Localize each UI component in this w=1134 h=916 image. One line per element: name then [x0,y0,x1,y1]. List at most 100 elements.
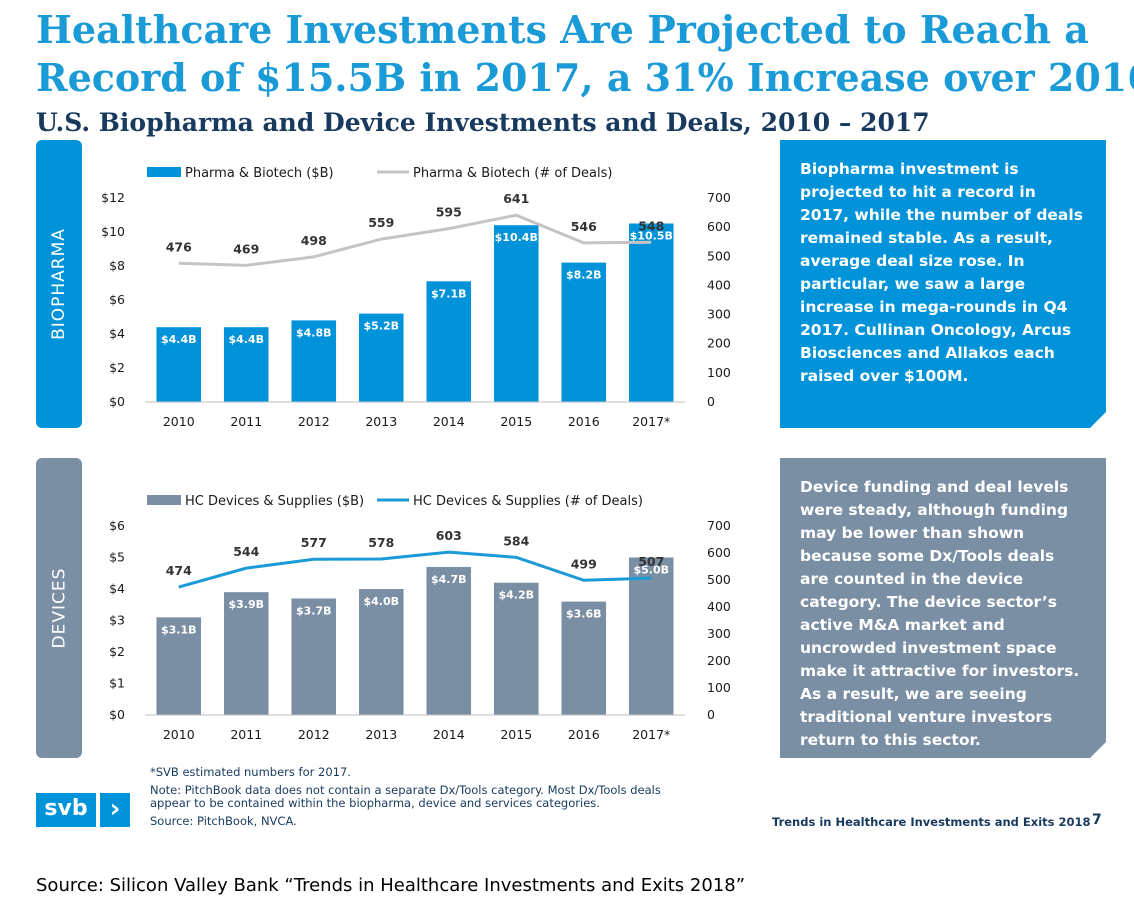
biopharma-y-left-tick: $4 [109,326,125,341]
devices-y-right-tick: 400 [707,599,731,614]
devices-commentary: Device funding and deal levels were stea… [780,458,1106,758]
biopharma-y-left-tick: $8 [109,258,125,273]
devices-bar-label: $3.6B [566,608,602,621]
devices-bar-label: $4.2B [498,589,534,602]
devices-bar-label: $3.9B [228,598,264,611]
devices-bar-label: $3.7B [296,604,332,617]
svb-logo-text: svb [36,793,96,827]
biopharma-y-right-tick: 300 [707,307,731,322]
biopharma-bar [426,281,472,402]
devices-y-left-tick: $4 [109,581,125,596]
biopharma-bar [223,327,269,402]
biopharma-bar-label: $7.1B [431,287,467,300]
biopharma-x-tick: 2014 [433,414,465,429]
biopharma-legend-bar-swatch [147,167,181,177]
page-fold-corner [1090,412,1106,428]
devices-bar [493,582,539,715]
biopharma-x-tick: 2013 [365,414,397,429]
devices-y-left-tick: $1 [109,676,125,691]
devices-y-right-tick: 100 [707,680,731,695]
biopharma-bar [561,262,607,402]
biopharma-deals-label: 546 [571,219,597,234]
biopharma-chart: Pharma & Biotech ($B) Pharma & Biotech (#… [101,166,731,429]
biopharma-x-tick: 2011 [230,414,262,429]
page-number: 7 [1092,812,1102,828]
pitchbook-note: Note: PitchBook data does not contain a … [150,783,661,810]
biopharma-y-right-tick: 500 [707,248,731,263]
biopharma-legend-bar-label: Pharma & Biotech ($B) [185,166,334,181]
devices-bar [561,601,607,715]
devices-deals-label: 474 [166,563,192,578]
devices-deals-label: 507 [638,554,664,569]
devices-y-right-tick: 500 [707,572,731,587]
devices-x-tick: 2015 [500,727,532,742]
page-subtitle: U.S. Biopharma and Device Investments an… [36,108,930,137]
page-title-line-1: Healthcare Investments Are Projected to … [36,7,1089,52]
devices-y-right-tick: 0 [707,707,715,722]
biopharma-commentary-text: Biopharma investment is projected to hit… [800,160,1083,385]
biopharma-tab: BIOPHARMA [36,140,82,428]
biopharma-legend-line-label: Pharma & Biotech (# of Deals) [413,166,612,181]
estimate-note: *SVB estimated numbers for 2017. [150,765,351,779]
biopharma-deals-label: 559 [368,215,394,230]
devices-legend-bar-label: HC Devices & Supplies ($B) [185,494,364,509]
devices-x-tick: 2014 [433,727,465,742]
devices-x-tick: 2012 [298,727,330,742]
biopharma-y-right-tick: 600 [707,219,731,234]
biopharma-bar [493,225,539,402]
devices-x-tick: 2017* [632,727,670,742]
biopharma-tab-label: BIOPHARMA [49,228,69,340]
devices-deals-label: 544 [233,544,259,559]
devices-x-tick: 2013 [365,727,397,742]
devices-legend-bar-swatch [147,495,181,505]
biopharma-bar-label: $8.2B [566,269,602,282]
biopharma-y-left-tick: $2 [109,360,125,375]
biopharma-y-left-tick: $6 [109,292,125,307]
biopharma-bar [291,320,337,402]
biopharma-y-left-tick: $0 [109,394,125,409]
biopharma-x-tick: 2015 [500,414,532,429]
biopharma-x-tick: 2016 [568,414,600,429]
biopharma-bar-label: $4.4B [161,333,197,346]
biopharma-bar [156,327,202,402]
devices-y-right-tick: 300 [707,626,731,641]
devices-deals-label: 584 [503,533,529,548]
biopharma-y-left-tick: $12 [101,190,125,205]
devices-tab: DEVICES [36,458,82,758]
devices-bar [426,566,472,715]
devices-commentary-text: Device funding and deal levels were stea… [800,478,1080,749]
biopharma-deals-label: 548 [638,218,664,233]
devices-y-left-tick: $2 [109,644,125,659]
devices-bar [156,617,202,715]
footer-title: Trends in Healthcare Investments and Exi… [772,815,1091,829]
biopharma-bar-label: $4.4B [228,333,264,346]
biopharma-deals-label: 595 [436,205,462,220]
biopharma-deals-label: 641 [503,191,529,206]
devices-x-tick: 2011 [230,727,262,742]
biopharma-commentary: Biopharma investment is projected to hit… [780,140,1106,428]
biopharma-deals-label: 476 [166,239,192,254]
devices-y-left-tick: $6 [109,518,125,533]
biopharma-x-tick: 2012 [298,414,330,429]
biopharma-bar [628,223,674,402]
devices-bar [628,557,674,715]
chevron-right-icon: › [100,793,130,827]
page-title-line-2: Record of $15.5B in 2017, a 31% Increase… [36,55,1134,100]
devices-bar [291,598,337,715]
devices-y-left-tick: $0 [109,707,125,722]
biopharma-bar-label: $10.4B [495,231,538,244]
devices-deals-label: 578 [368,535,394,550]
biopharma-deals-label: 498 [301,233,327,248]
biopharma-y-right-tick: 200 [707,336,731,351]
devices-deals-label: 499 [571,556,597,571]
devices-bar-label: $5.0B [633,564,669,577]
source-note: Source: PitchBook, NVCA. [150,814,297,828]
devices-bar-label: $4.7B [431,573,467,586]
devices-y-right-tick: 700 [707,518,731,533]
devices-chart: HC Devices & Supplies ($B) HC Devices & S… [109,494,731,742]
devices-bar [358,589,404,715]
devices-tab-label: DEVICES [49,567,70,649]
devices-legend-line-label: HC Devices & Supplies (# of Deals) [413,494,643,509]
devices-x-tick: 2016 [568,727,600,742]
biopharma-x-tick: 2010 [163,414,195,429]
